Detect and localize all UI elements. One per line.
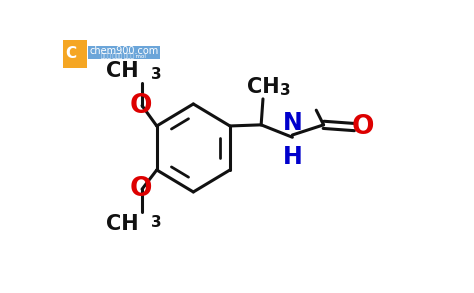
Text: O: O (129, 176, 152, 202)
Text: H: H (283, 145, 302, 169)
Text: O: O (352, 114, 374, 140)
Text: 3: 3 (151, 67, 162, 82)
Text: chem900.com: chem900.com (89, 46, 158, 56)
Text: CH: CH (106, 61, 138, 81)
Text: O: O (129, 93, 152, 119)
Text: C: C (66, 46, 77, 61)
Text: CH: CH (246, 77, 279, 97)
Bar (88, 46, 160, 59)
Text: 3: 3 (280, 83, 290, 98)
Text: 化学式 结构式 分子式 mol: 化学式 结构式 分子式 mol (101, 54, 146, 59)
Bar (63, 40, 87, 68)
Text: CH: CH (106, 214, 138, 234)
Text: N: N (283, 111, 302, 135)
Text: 3: 3 (151, 215, 162, 230)
